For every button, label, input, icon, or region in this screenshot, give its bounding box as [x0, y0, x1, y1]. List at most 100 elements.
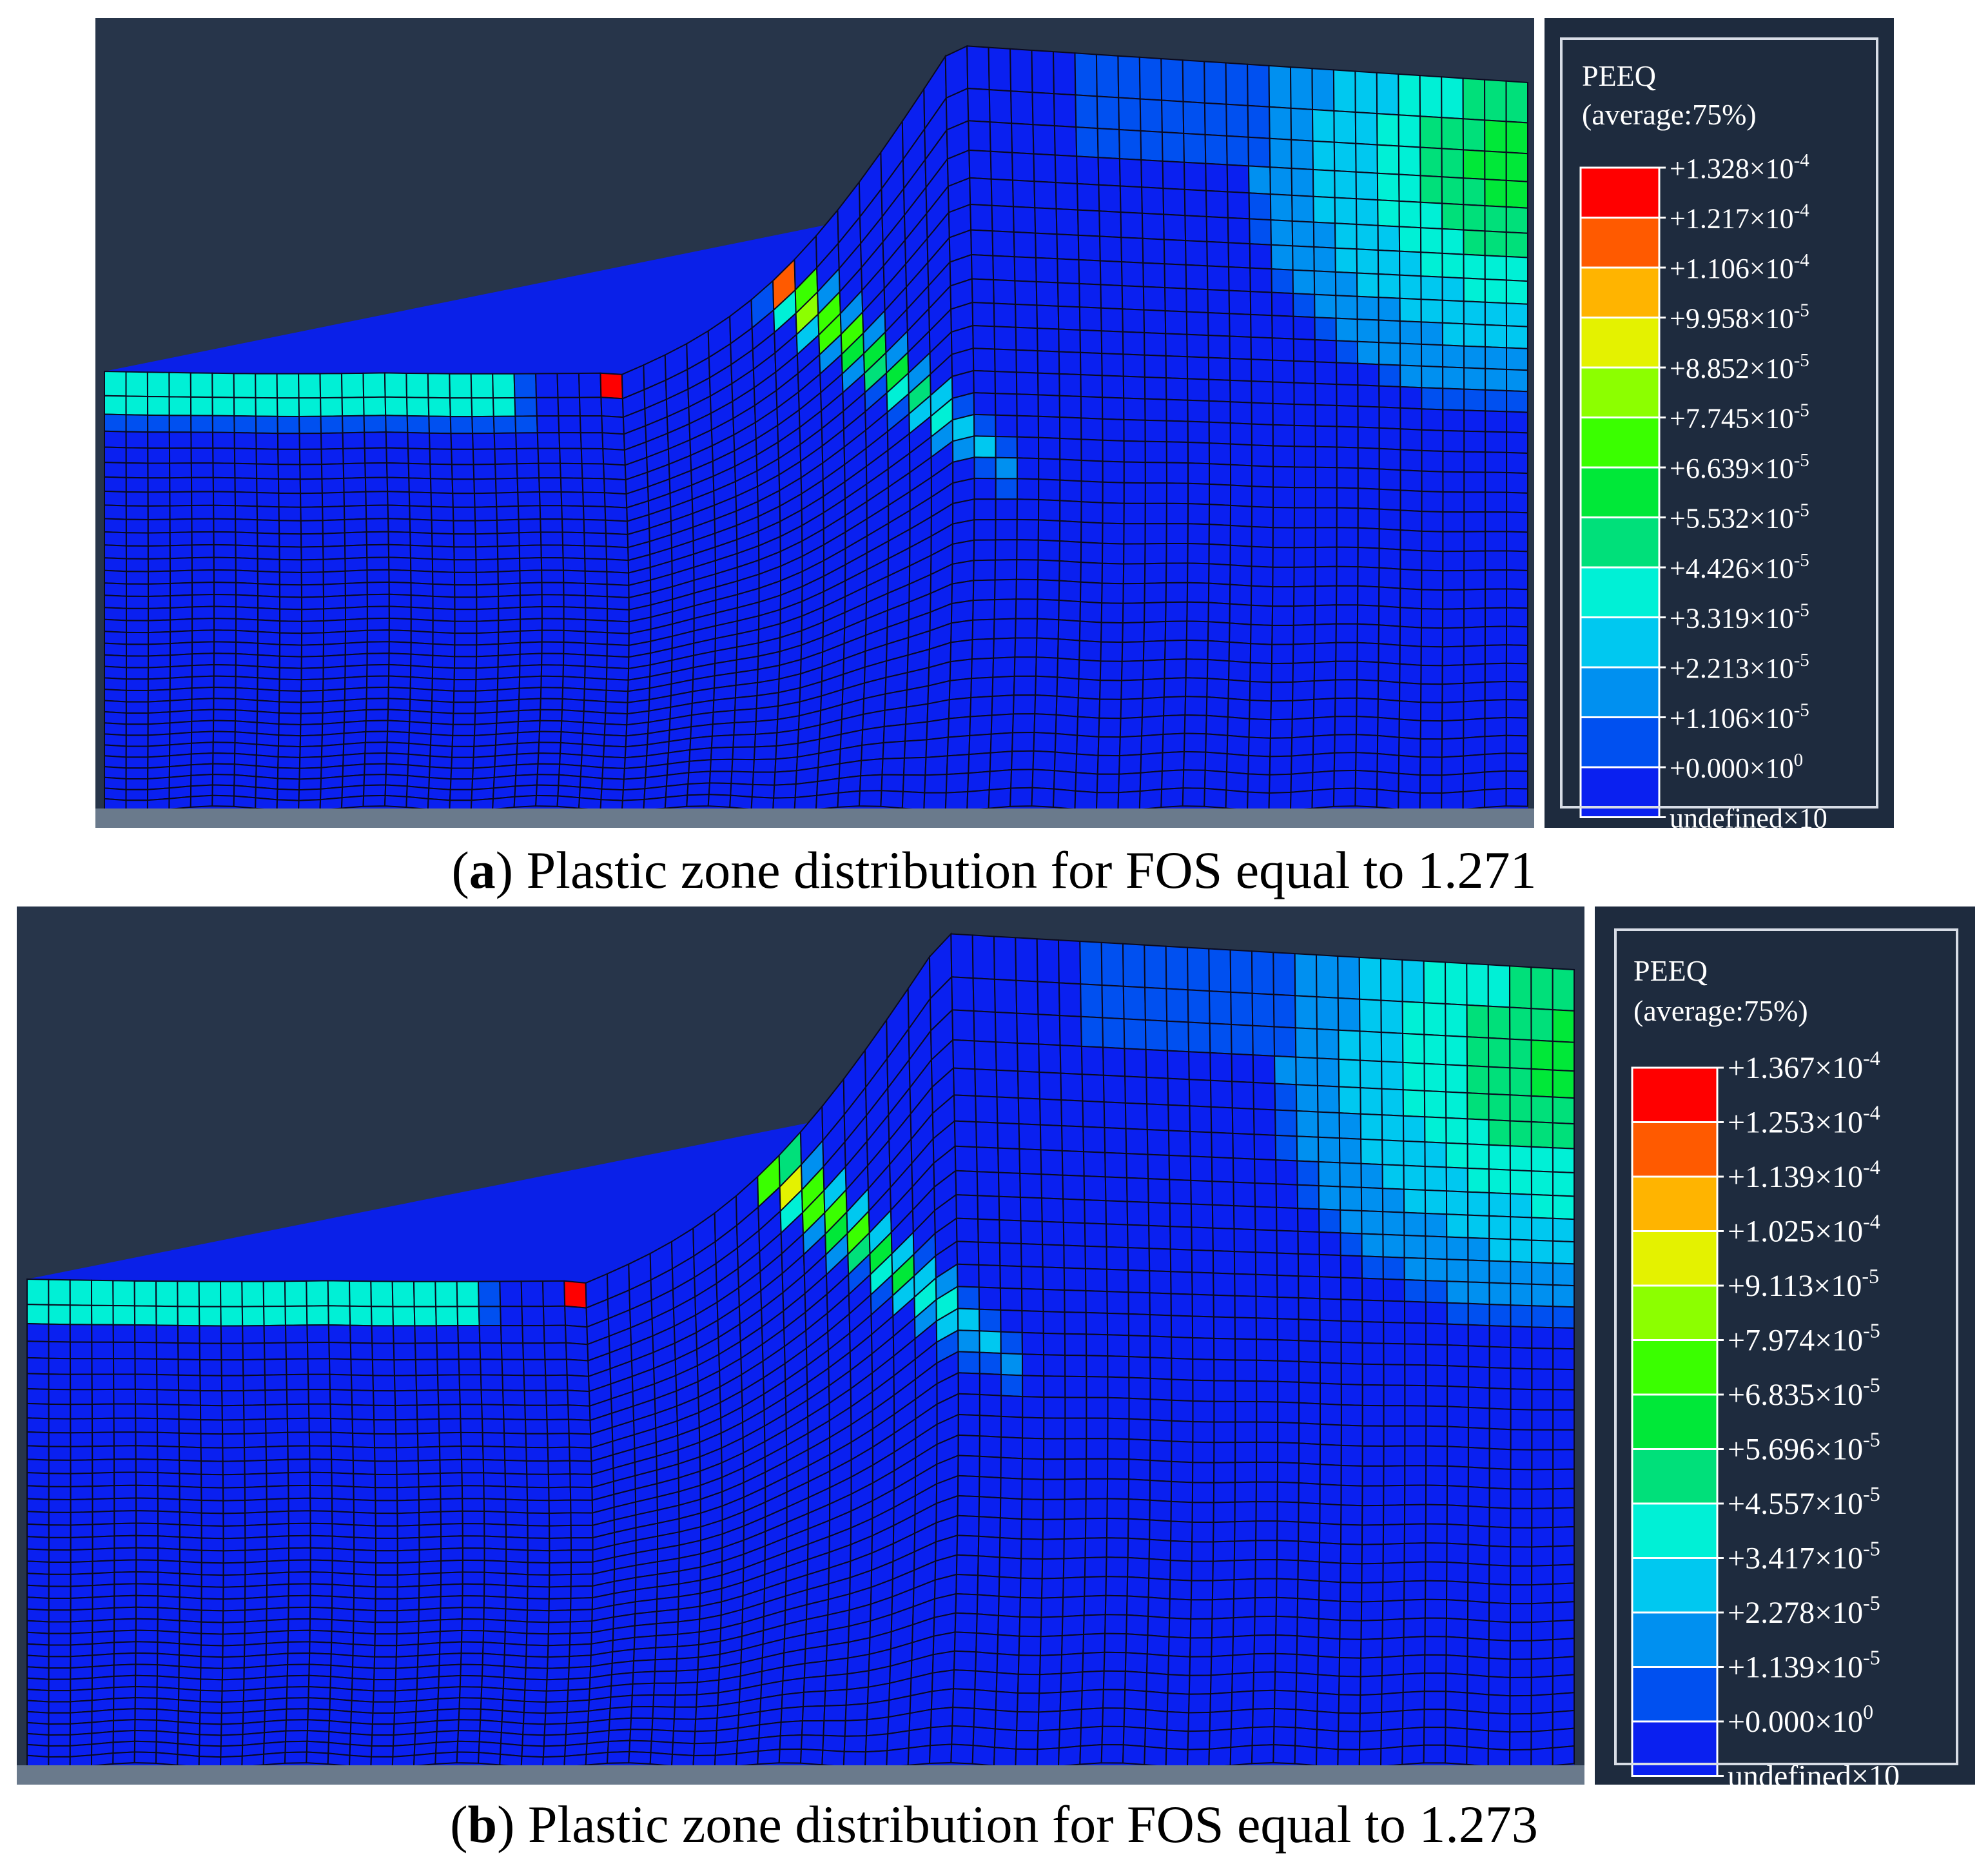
mesh-element: [997, 1122, 1020, 1150]
mesh-element: [1106, 1537, 1129, 1558]
mesh-element: [1484, 178, 1507, 208]
mesh-element: [1254, 1558, 1278, 1580]
mesh-element: [392, 1306, 416, 1327]
mesh-element: [410, 582, 434, 597]
mesh-element: [584, 642, 608, 657]
mesh-element: [126, 607, 149, 622]
mesh-element: [1441, 299, 1465, 325]
mesh-element: [26, 1472, 50, 1487]
mesh-element: [1270, 681, 1294, 702]
mesh-element: [418, 1498, 442, 1514]
mesh-element: [92, 1571, 115, 1587]
mesh-element: [70, 1403, 93, 1420]
mesh-element: [428, 432, 453, 450]
mesh-element: [970, 253, 995, 281]
mesh-element: [309, 1594, 333, 1609]
mesh-element: [1276, 1274, 1300, 1299]
mesh-element: [585, 619, 609, 634]
mesh-element: [418, 1560, 442, 1575]
mesh-element: [1207, 335, 1231, 360]
mesh-element: [222, 1473, 246, 1489]
mesh-element: [781, 1691, 804, 1709]
mesh-element: [112, 1358, 136, 1375]
mesh-element: [559, 462, 583, 479]
mesh-element: [1403, 1234, 1427, 1259]
mesh-element: [243, 1418, 267, 1435]
mesh-element: [1467, 1637, 1490, 1659]
mesh-element: [104, 531, 127, 547]
mesh-element: [1340, 1562, 1363, 1584]
mesh-element: [388, 593, 412, 608]
mesh-element: [990, 713, 1015, 735]
mesh-element: [92, 1523, 115, 1538]
mesh-element: [1232, 1157, 1256, 1184]
mesh-element: [1144, 398, 1167, 422]
mesh-element: [125, 678, 149, 692]
mesh-element: [1078, 282, 1102, 309]
mesh-element: [606, 571, 630, 586]
mesh-element: [190, 431, 214, 449]
mesh-element: [994, 1011, 1018, 1044]
mesh-element: [949, 658, 973, 681]
mesh-element: [1080, 1015, 1104, 1048]
mesh-element: [676, 1643, 700, 1660]
mesh-element: [821, 1749, 845, 1768]
mesh-element: [693, 1742, 717, 1757]
mesh-element: [1126, 1153, 1149, 1180]
mesh-element: [264, 1358, 287, 1376]
mesh-element: [1253, 1634, 1277, 1655]
mesh-element: [1234, 1461, 1258, 1484]
mesh-element: [481, 1664, 505, 1678]
mesh-element: [1249, 662, 1272, 683]
mesh-element: [155, 1358, 179, 1376]
mesh-element: [168, 415, 192, 433]
mesh-element: [69, 1324, 93, 1343]
mesh-element: [1018, 1616, 1042, 1638]
mesh-element: [1078, 620, 1102, 643]
mesh-element: [264, 1374, 287, 1391]
mesh-element: [1530, 1657, 1554, 1678]
mesh-element: [257, 619, 281, 634]
mesh-element: [157, 1607, 180, 1622]
mesh-element: [1441, 682, 1465, 703]
mesh-element: [1467, 1302, 1490, 1327]
mesh-element: [235, 544, 258, 560]
mesh-element: [504, 1459, 528, 1475]
mesh-element: [200, 1609, 224, 1623]
mesh-element: [1485, 588, 1508, 609]
mesh-element: [1166, 1692, 1190, 1714]
mesh-element: [686, 794, 710, 807]
mesh-element: [244, 1596, 268, 1611]
mesh-element: [1505, 206, 1528, 234]
mesh-element: [520, 1280, 544, 1308]
mesh-element: [1100, 330, 1124, 355]
mesh-element: [1488, 1346, 1512, 1369]
mesh-element: [1510, 1367, 1533, 1391]
mesh-element: [1210, 1654, 1234, 1676]
mesh-element: [1530, 1729, 1554, 1750]
caption-text: Plastic zone distribution for FOS equal …: [526, 841, 1537, 899]
mesh-element: [1402, 1672, 1426, 1694]
mesh-element: [70, 1631, 93, 1646]
mesh-element: [1509, 1145, 1532, 1172]
mesh-element: [1039, 1654, 1063, 1676]
mesh-element: [1020, 1288, 1044, 1313]
mesh-element: [1505, 255, 1528, 282]
mesh-element: [1234, 1520, 1257, 1542]
mesh-element: [1187, 462, 1210, 485]
mesh-element: [1251, 992, 1275, 1028]
mesh-element: [992, 656, 1016, 678]
mesh-element: [1488, 1525, 1512, 1548]
mesh-element: [125, 778, 149, 790]
mesh-element: [567, 1677, 591, 1691]
mesh-element: [473, 744, 497, 758]
mesh-element: [473, 492, 498, 508]
mesh-element: [1530, 1602, 1554, 1623]
mesh-element: [220, 1342, 244, 1361]
mesh-element: [266, 1595, 289, 1610]
mesh-element: [1530, 1095, 1554, 1124]
mesh-element: [1463, 471, 1486, 493]
mesh-element: [344, 629, 368, 644]
mesh-element: [1142, 659, 1166, 681]
mesh-element: [125, 745, 149, 758]
